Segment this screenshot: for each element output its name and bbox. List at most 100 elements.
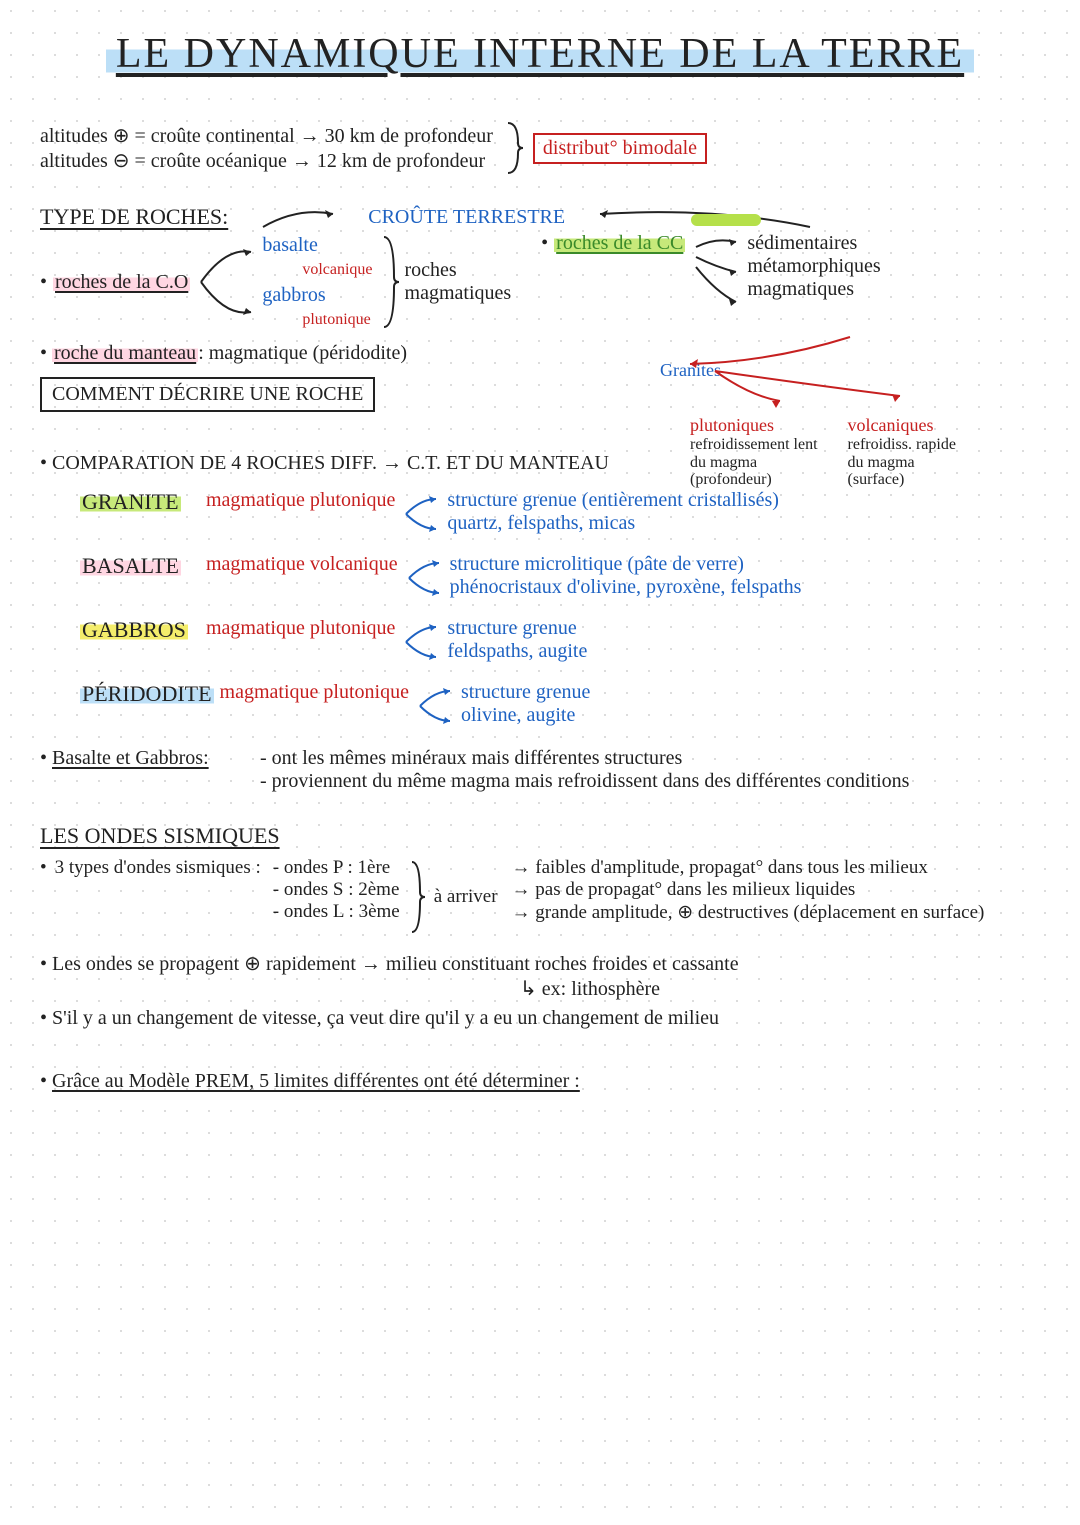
rock-row: GABBROS magmatique plutonique structure gr…	[80, 617, 1040, 667]
altitudes-block: altitudes ⊕ = croûte continental → 30 km…	[40, 118, 1040, 178]
plutoniques-sub: refroidissement lent du magma (profondeu…	[690, 436, 818, 489]
ondes-s: - ondes S : 2ème	[273, 879, 400, 901]
ondes-prop2: S'il y a un changement de vitesse, ça ve…	[52, 1007, 719, 1029]
green-highlight-mark	[691, 214, 761, 226]
a-arriver: à arriver	[434, 886, 498, 908]
comment-decrire-label: COMMENT DÉCRIRE UNE ROCHE	[40, 377, 375, 412]
rock-name: GABBROS	[80, 617, 188, 642]
branch-cc	[691, 232, 741, 322]
rock-type: magmatique volcanique	[206, 553, 398, 576]
cc-metamorphiques: métamorphiques	[747, 255, 880, 278]
comparison-heading-text: COMPARATION DE 4 ROCHES DIFF. → C.T. ET …	[52, 452, 609, 474]
granites-branches	[710, 366, 910, 416]
volcanique-label: volcanique	[302, 261, 372, 278]
basalte-gabbros-note: • Basalte et Gabbros: - ont les mêmes mi…	[40, 747, 1040, 793]
rock-detail-1: structure microlitique (pâte de verre)	[450, 553, 802, 576]
arrow-split-icon	[415, 681, 455, 731]
roche-manteau-value: : magmatique (péridodite)	[198, 342, 407, 364]
cc-magmatiques: magmatiques	[747, 278, 880, 301]
ondes-p: - ondes P : 1ère	[273, 857, 400, 879]
roches-magmatiques-label: roches magmatiques	[405, 259, 512, 305]
ondes-desc-s: → pas de propagat° dans les milieux liqu…	[512, 879, 985, 901]
prem-row: • Grâce au Modèle PREM, 5 limites différ…	[40, 1070, 1040, 1093]
arrow-split-icon	[404, 553, 444, 603]
arrow-to-croute	[258, 202, 338, 232]
ondes-prop1-row: • Les ondes se propagent ⊕ rapidement → …	[40, 951, 1040, 1001]
rock-row: GRANITE magmatique plutonique structure gr…	[80, 489, 1040, 539]
altitude-plus: altitudes ⊕ = croûte continental → 30 km…	[40, 123, 493, 148]
brace-icon	[503, 118, 523, 178]
arrow-split-icon	[401, 489, 441, 539]
granites-subtree: Granites plutoniques refroidissement len…	[660, 360, 956, 489]
rock-row: BASALTE magmatique volcanique structure mi…	[80, 553, 1040, 603]
plutonique-label: plutonique	[302, 311, 370, 328]
rock-type: magmatique plutonique	[220, 681, 409, 704]
distribution-bimodale-box: distribut° bimodale	[533, 133, 707, 164]
ondes-heading: LES ONDES SISMIQUES	[40, 823, 1040, 849]
branch-co	[196, 237, 256, 327]
page-title: LE DYNAMIQUE INTERNE DE LA TERRE	[106, 30, 974, 78]
rock-details: structure grenueolivine, augite	[461, 681, 590, 727]
rock-detail-1: structure grenue	[447, 617, 587, 640]
altitudes-lines: altitudes ⊕ = croûte continental → 30 km…	[40, 123, 493, 173]
roches-co-block: • roches de la C.O basalte volcanique ga…	[40, 232, 511, 332]
rock-type: magmatique plutonique	[206, 617, 395, 640]
type-roches-heading: TYPE DE ROCHES:	[40, 204, 228, 230]
croute-terrestre-label: CROÛTE TERRESTRE	[368, 206, 565, 229]
gabbros-row: gabbros plutonique	[262, 284, 372, 330]
ondes-prop2-row: • S'il y a un changement de vitesse, ça …	[40, 1007, 1040, 1030]
altitude-minus: altitudes ⊖ = croûte océanique → 12 km d…	[40, 148, 493, 173]
rock-detail-1: structure grenue (entièrement cristallis…	[447, 489, 779, 512]
basalte-row: basalte volcanique	[262, 234, 372, 280]
rock-name: BASALTE	[80, 553, 181, 578]
rocks-container: GRANITE magmatique plutonique structure gr…	[80, 489, 1040, 731]
roches-cc-label: roches de la CC	[554, 232, 685, 254]
rock-name: GRANITE	[80, 489, 181, 514]
bg-title: Basalte et Gabbros:	[52, 747, 209, 769]
volcaniques-label: volcaniques	[848, 415, 956, 436]
volcaniques-sub: refroidiss. rapide du magma (surface)	[848, 436, 956, 489]
roches-cc-block: • roches de la CC sédimentaires métamorp…	[541, 232, 881, 322]
rock-detail-2: feldspaths, augite	[447, 640, 587, 663]
bg-line1: - ont les mêmes minéraux mais différente…	[260, 747, 909, 770]
brace-magmatiques	[379, 232, 399, 332]
prem-text: Grâce au Modèle PREM, 5 limites différen…	[52, 1070, 580, 1092]
ondes-list: - ondes P : 1ère - ondes S : 2ème - onde…	[273, 857, 400, 923]
ondes-l: - ondes L : 3ème	[273, 901, 400, 923]
ondes-desc-l: → grande amplitude, ⊕ destructives (dépl…	[512, 901, 985, 924]
ondes-intro: 3 types d'ondes sismiques :	[55, 857, 261, 879]
gabbros-label: gabbros	[262, 284, 325, 306]
cc-children: sédimentaires métamorphiques magmatiques	[747, 232, 880, 301]
brace-ondes	[408, 857, 426, 937]
rock-diagram: • roches de la C.O basalte volcanique ga…	[40, 232, 1040, 332]
rock-detail-1: structure grenue	[461, 681, 590, 704]
bg-line2: - proviennent du même magma mais refroid…	[260, 770, 909, 793]
rock-name: PÉRIDODITE	[80, 681, 214, 706]
arrow-split-icon	[401, 617, 441, 667]
ondes-prop1-sub: ↳ ex: lithosphère	[520, 976, 1040, 1001]
rock-type: magmatique plutonique	[206, 489, 395, 512]
rock-row: PÉRIDODITE magmatique plutonique structure…	[80, 681, 1040, 731]
plutoniques-col: plutoniques refroidissement lent du magm…	[690, 415, 818, 489]
ondes-types-row: • 3 types d'ondes sismiques : - ondes P …	[40, 857, 1040, 937]
bg-lines: - ont les mêmes minéraux mais différente…	[260, 747, 909, 793]
rock-details: structure grenuefeldspaths, augite	[447, 617, 587, 663]
types-heading-row: TYPE DE ROCHES: CROÛTE TERRESTRE	[40, 202, 1040, 232]
co-children: basalte volcanique gabbros plutonique	[262, 234, 372, 330]
plutoniques-label: plutoniques	[690, 415, 818, 436]
rock-details: structure grenue (entièrement cristallis…	[447, 489, 779, 535]
rock-detail-2: olivine, augite	[461, 704, 590, 727]
cc-sedimentaires: sédimentaires	[747, 232, 880, 255]
volcaniques-col: volcaniques refroidiss. rapide du magma …	[848, 415, 956, 489]
roches-co-label: roches de la C.O	[53, 271, 190, 293]
roche-manteau-label: roche du manteau	[52, 342, 198, 364]
rock-detail-2: phénocristaux d'olivine, pyroxène, felsp…	[450, 576, 802, 599]
title-text: LE DYNAMIQUE INTERNE DE LA TERRE	[106, 31, 974, 77]
granites-children: plutoniques refroidissement lent du magm…	[690, 415, 956, 489]
ondes-prop1: Les ondes se propagent ⊕ rapidement → mi…	[52, 953, 739, 975]
rock-details: structure microlitique (pâte de verre)ph…	[450, 553, 802, 599]
ondes-desc-list: → faibles d'amplitude, propagat° dans to…	[512, 857, 985, 924]
rock-detail-2: quartz, felspaths, micas	[447, 512, 779, 535]
ondes-desc-p: → faibles d'amplitude, propagat° dans to…	[512, 857, 985, 879]
basalte-label: basalte	[262, 234, 318, 256]
